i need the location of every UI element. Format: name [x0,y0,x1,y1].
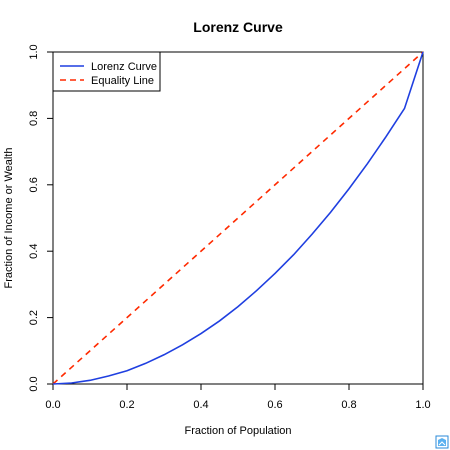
series-layer [52,51,424,385]
y-tick-label: 0.8 [28,111,40,126]
chart-title: Lorenz Curve [193,19,283,35]
x-tick-label: 0.0 [45,399,60,411]
y-tick-label: 1.0 [28,44,40,59]
x-tick-label: 0.6 [267,399,282,411]
equality-line [52,51,424,385]
legend: Lorenz Curve Equality Line [52,51,161,92]
y-tick-label: 0.0 [28,376,40,391]
x-axis-label: Fraction of Population [184,425,291,437]
logo-icon [435,435,449,449]
plot-frame [52,51,424,385]
x-tick-label: 1.0 [415,399,430,411]
y-tick-label: 0.2 [28,310,40,325]
y-tick-label: 0.6 [28,177,40,192]
y-axis-label: Fraction of Income or Wealth [3,147,15,288]
x-tick-label: 0.8 [341,399,356,411]
x-tick-label: 0.2 [119,399,134,411]
legend-box [52,51,161,92]
x-tick-label: 0.4 [193,399,208,411]
y-axis: 0.0 0.2 0.4 0.6 0.8 1.0 [28,44,53,392]
y-tick-label: 0.4 [28,244,40,259]
legend-label-lorenz: Lorenz Curve [91,61,157,73]
lorenz-curve-line [52,51,424,385]
legend-label-equality: Equality Line [91,75,154,87]
x-axis: 0.0 0.2 0.4 0.6 0.8 1.0 [45,384,431,411]
